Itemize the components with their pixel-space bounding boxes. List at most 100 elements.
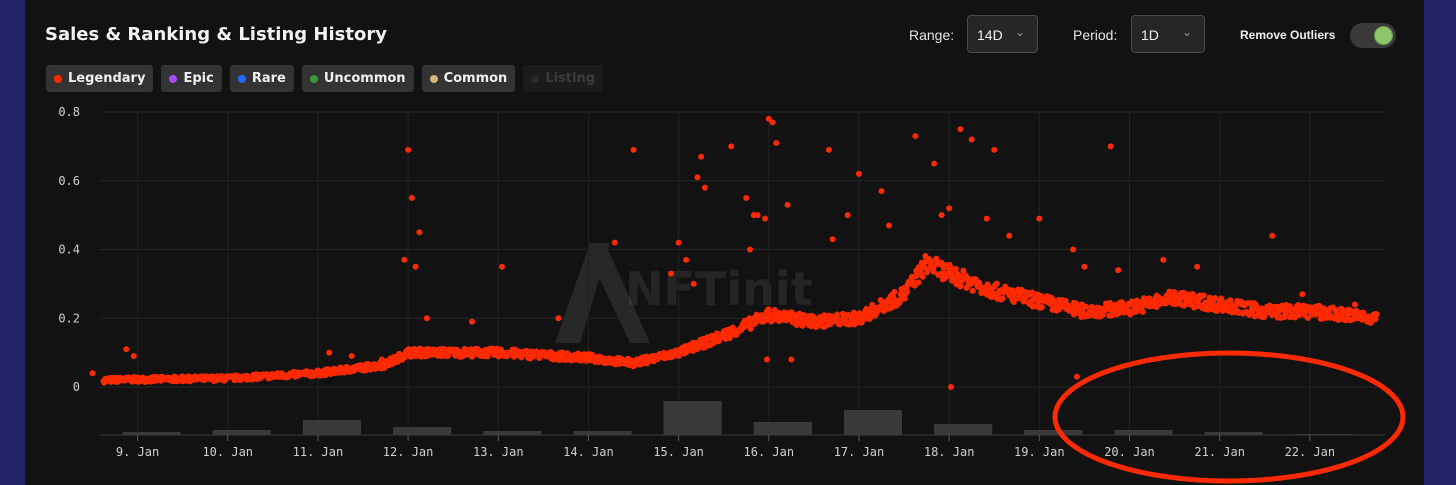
period-select[interactable]: 1D ⌄ [1131, 15, 1205, 53]
x-tick-label: 10. Jan [202, 445, 253, 459]
legend-item-uncommon[interactable]: Uncommon [301, 65, 414, 92]
legend-item-epic[interactable]: Epic [161, 65, 222, 92]
outlier-point [1299, 291, 1306, 298]
outlier-point [130, 353, 137, 360]
legend: Legendary Epic Rare Uncommon Common Listing [46, 65, 604, 92]
y-tick-label: 0.2 [58, 311, 80, 325]
outlier-point [762, 215, 769, 222]
outlier-point [743, 194, 750, 201]
outlier-point [754, 212, 761, 219]
outlier-point [694, 174, 701, 181]
data-point [993, 280, 1000, 287]
x-tick-label: 14. Jan [563, 445, 614, 459]
outlier-point [416, 229, 423, 236]
x-tick-label: 13. Jan [473, 445, 524, 459]
outlier-point [675, 239, 682, 246]
data-point [1038, 304, 1045, 311]
data-point [930, 263, 937, 270]
data-point [999, 295, 1006, 302]
outlier-point [1269, 232, 1276, 239]
outlier-point [1107, 143, 1114, 150]
outlier-point [931, 160, 938, 167]
x-tick-label: 17. Jan [834, 445, 885, 459]
outlier-point [991, 146, 998, 153]
y-tick-label: 0.6 [58, 174, 80, 188]
legend-item-rare[interactable]: Rare [229, 65, 294, 92]
range-select[interactable]: 14D ⌄ [967, 15, 1038, 53]
outlier-point [968, 136, 975, 143]
legend-item-listing[interactable]: Listing [523, 65, 604, 92]
range-value: 14D [977, 27, 1003, 43]
legend-dot-icon [531, 75, 540, 83]
period-label: Period: [1073, 27, 1118, 43]
legend-dot-icon [309, 75, 318, 83]
outlier-point [1194, 263, 1201, 270]
data-point [957, 283, 964, 290]
data-point [1372, 316, 1379, 323]
outlier-point [701, 184, 708, 191]
data-point [401, 354, 408, 361]
outlier-point [855, 170, 862, 177]
outlier-point [1160, 256, 1167, 263]
legend-label: Common [443, 71, 508, 86]
outlier-point [747, 246, 754, 253]
scatter-chart: 0 0.2 0.4 0.6 0.8 9. Jan 10. Jan 11. Jan 12. Jan… [58, 105, 1385, 459]
outlier-point [784, 201, 791, 208]
data-point [1062, 297, 1069, 304]
toggle-knob [1374, 26, 1393, 45]
x-tick-label: 18. Jan [924, 445, 975, 459]
data-point [1276, 307, 1283, 314]
legend-label: Epic [183, 71, 214, 86]
chart-panel: Sales & Ranking & Listing History Range:… [25, 0, 1424, 485]
legend-item-common[interactable]: Common [421, 65, 516, 92]
outlier-point [773, 139, 780, 146]
outlier-point [326, 349, 333, 356]
period-value: 1D [1141, 27, 1159, 43]
outlier-point [698, 153, 705, 160]
outlier-point [1081, 263, 1088, 270]
legend-dot-icon [237, 75, 246, 83]
chevron-down-icon: ⌄ [1014, 25, 1025, 39]
chart-title: Sales & Ranking & Listing History [45, 24, 387, 45]
data-point [891, 288, 898, 295]
outlier-point [690, 280, 697, 287]
y-tick-label: 0.4 [58, 243, 80, 257]
listing-bar [753, 422, 812, 435]
x-tick-label: 19. Jan [1014, 445, 1065, 459]
outlier-point [769, 119, 776, 126]
outlier-point [946, 205, 953, 212]
x-tick-label: 9. Jan [116, 445, 159, 459]
outlier-point [983, 215, 990, 222]
x-tick-label: 11. Jan [293, 445, 344, 459]
listing-bar [573, 431, 632, 435]
outlier-point [401, 256, 408, 263]
outlier-point [763, 356, 770, 363]
outlier-point [788, 356, 795, 363]
data-point [1139, 308, 1146, 315]
outlier-point [468, 318, 475, 325]
outlier-point [408, 194, 415, 201]
remove-outliers-toggle[interactable] [1350, 23, 1396, 48]
data-point [915, 279, 922, 286]
y-tick-label: 0.8 [58, 105, 80, 119]
outlier-point [938, 212, 945, 219]
data-point [952, 265, 959, 272]
listing-bar [843, 410, 903, 435]
outlier-point [611, 239, 618, 246]
listing-bar [122, 432, 181, 435]
legend-item-legendary[interactable]: Legendary [46, 65, 154, 92]
legend-dot-icon [429, 75, 438, 83]
data-point [1021, 297, 1028, 304]
outlier-point [878, 188, 885, 195]
listing-bar [212, 430, 271, 435]
data-point [747, 325, 754, 332]
outlier-point [829, 236, 836, 243]
data-point [919, 273, 926, 280]
outlier-point [1115, 267, 1122, 274]
x-tick-label: 22. Jan [1285, 445, 1336, 459]
outlier-point [668, 270, 675, 277]
range-label: Range: [909, 27, 955, 43]
outlier-point [825, 146, 832, 153]
x-tick-label: 20. Jan [1104, 445, 1155, 459]
remove-outliers-label: Remove Outliers [1240, 28, 1336, 42]
